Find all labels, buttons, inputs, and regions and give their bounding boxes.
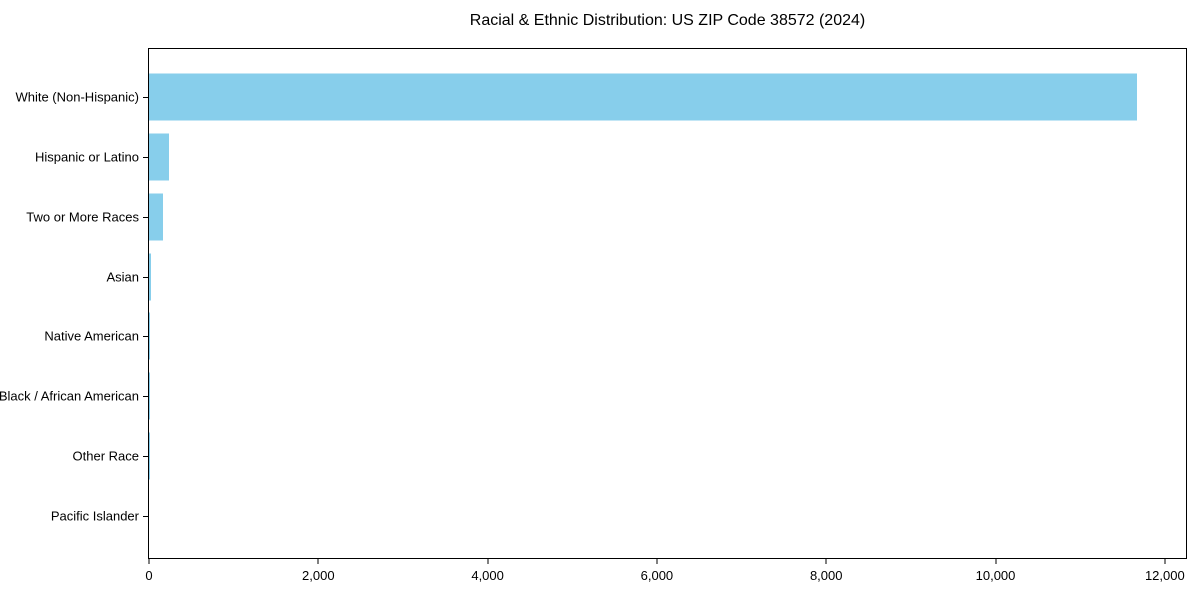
x-tick-label: 12,000 — [1144, 568, 1185, 583]
bar — [149, 193, 164, 241]
x-tick-mark — [656, 559, 658, 564]
y-tick-mark — [143, 216, 148, 218]
x-tick-label: 6,000 — [640, 568, 674, 583]
x-tick-label: 2,000 — [302, 568, 335, 583]
y-tick-label: Pacific Islander — [50, 508, 139, 524]
y-tick-mark — [143, 516, 148, 518]
y-tick-label: White (Non-Hispanic) — [15, 89, 139, 105]
x-tick-mark — [1164, 559, 1166, 564]
x-tick-mark — [487, 559, 489, 564]
bar — [149, 312, 150, 360]
y-tick-label: Hispanic or Latino — [34, 149, 139, 165]
x-tick-mark — [317, 559, 319, 564]
y-tick-label: Two or More Races — [26, 209, 139, 225]
y-tick-label: Other Race — [72, 448, 139, 464]
x-tick-label: 4,000 — [471, 568, 504, 583]
chart-title: Racial & Ethnic Distribution: US ZIP Cod… — [469, 12, 866, 29]
y-tick-label: Asian — [106, 269, 139, 285]
x-tick-label: 10,000 — [975, 568, 1016, 583]
x-tick-mark — [995, 559, 997, 564]
x-tick-mark — [825, 559, 827, 564]
bar-row: Other Race — [73, 426, 1186, 486]
bar — [149, 73, 1137, 121]
x-tick-label: 8,000 — [809, 568, 843, 583]
y-tick-mark — [143, 396, 148, 398]
bar-row: White (Non-Hispanic) — [15, 67, 1186, 127]
y-tick-mark — [143, 276, 148, 278]
x-tick-mark — [148, 559, 150, 564]
bar-row: Asian — [106, 247, 1186, 307]
bar-row: Two or More Races — [26, 187, 1186, 247]
y-tick-mark — [143, 456, 148, 458]
bar-row: Native American — [44, 307, 1186, 367]
plot-area: White (Non-Hispanic) Hispanic or Latino Tw… — [0, 48, 1187, 583]
bars-container: White (Non-Hispanic) Hispanic or Latino Tw… — [0, 67, 1186, 546]
y-tick-label: Black / African American — [0, 388, 139, 404]
bar — [149, 253, 151, 301]
y-tick-mark — [143, 96, 148, 98]
bar-row: Hispanic or Latino — [35, 127, 1186, 187]
bar — [149, 133, 169, 181]
bar-row: Black / African American — [0, 366, 1186, 426]
bar-row: Pacific Islander — [51, 486, 1186, 546]
y-tick-mark — [143, 156, 148, 158]
x-axis: 0 2,000 4,000 6,000 8,000 10,000 12,000 — [145, 49, 1186, 583]
x-tick-label: 0 — [145, 568, 153, 583]
y-tick-label: Native American — [44, 328, 139, 344]
y-tick-mark — [143, 336, 148, 338]
